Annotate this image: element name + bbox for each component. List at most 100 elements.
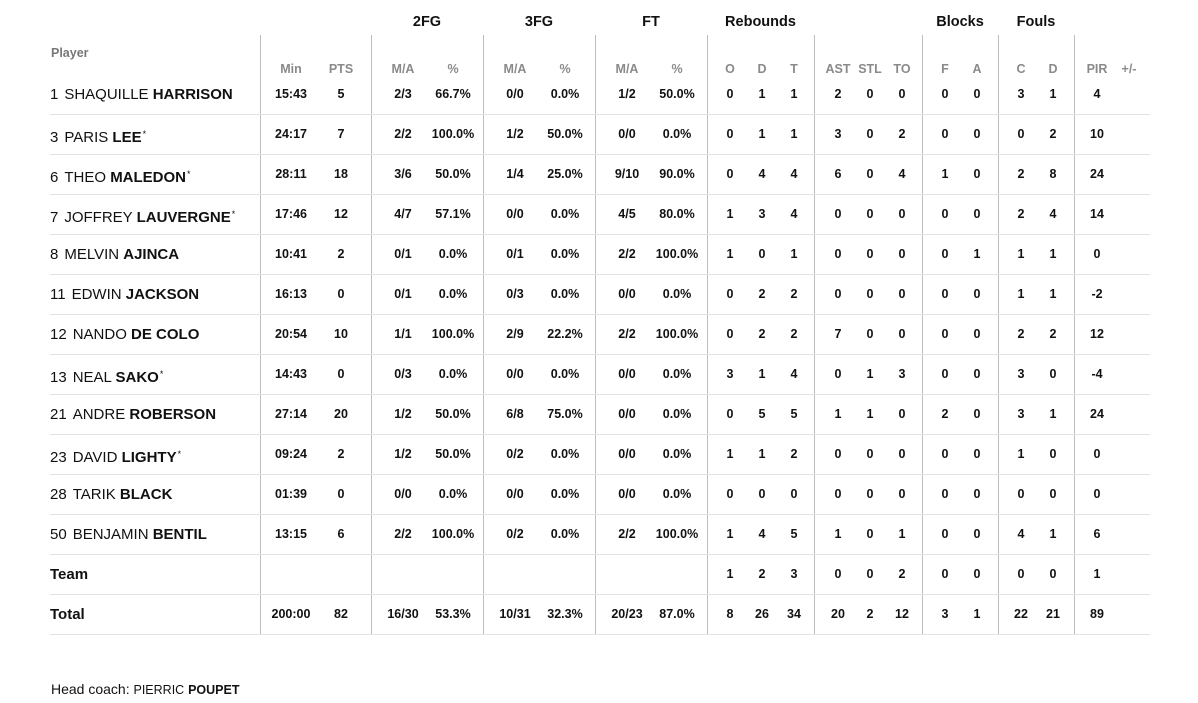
group-header-3fg: 3FG	[524, 14, 554, 30]
stat-foul-committed: 1	[1017, 287, 1025, 301]
stat-blk-favor: 0	[941, 447, 949, 461]
stat-2fg-made-attempted: 0/1	[394, 287, 412, 301]
stat-pts: 2	[337, 447, 345, 461]
stat-reb-off: 1	[726, 247, 734, 261]
stat-reb-total: 2	[790, 287, 798, 301]
group-header-rebounds: Rebounds	[725, 14, 796, 30]
player-name: 12 NANDO DE COLO	[50, 315, 199, 354]
stat-foul-drawn: 1	[1049, 407, 1057, 421]
stat-ast: 3	[834, 127, 842, 141]
stat-2fg-pct: 100.0%	[431, 327, 475, 341]
column-divider	[260, 35, 261, 635]
stat-2fg-pct: 0.0%	[438, 487, 468, 501]
column-header-2fg-pct: %	[447, 62, 459, 76]
stat-stl: 0	[866, 247, 874, 261]
stat-stl: 0	[866, 447, 874, 461]
stat-3fg-pct: 32.3%	[547, 607, 583, 621]
stat-stl: 2	[866, 607, 874, 621]
stat-reb-total: 3	[790, 567, 798, 581]
column-divider	[1074, 35, 1075, 635]
stat-ft-pct: 0.0%	[662, 367, 692, 381]
stat-reb-def: 0	[758, 487, 766, 501]
stat-ft-pct: 100.0%	[655, 247, 699, 261]
stat-2fg-pct: 0.0%	[438, 247, 468, 261]
stat-2fg-pct: 0.0%	[438, 287, 468, 301]
stat-pir: 0	[1093, 247, 1101, 261]
stat-pir: 89	[1090, 607, 1104, 621]
stat-ft-pct: 0.0%	[662, 407, 692, 421]
stat-to: 0	[898, 207, 906, 221]
column-header-blk-favor: F	[941, 62, 949, 76]
player-row: 28 TARIK BLACK 01:39 0 0/0 0.0% 0/0 0.0% 0/0 0.0%…	[50, 475, 1150, 515]
stat-ft-made-attempted: 0/0	[618, 127, 636, 141]
player-name: 11 EDWIN JACKSON	[50, 275, 199, 314]
stat-to: 3	[898, 367, 906, 381]
stat-blk-against: 0	[973, 487, 981, 501]
stat-stl: 0	[866, 287, 874, 301]
player-number: 1	[50, 86, 59, 103]
player-first-name: TARIK	[72, 486, 116, 503]
column-divider	[483, 35, 484, 635]
stat-blk-favor: 0	[941, 127, 949, 141]
stat-blk-against: 0	[973, 527, 981, 541]
stat-ft-made-attempted: 0/0	[618, 407, 636, 421]
stat-2fg-made-attempted: 1/1	[394, 327, 412, 341]
stat-min: 14:43	[275, 367, 307, 381]
player-number: 11	[50, 286, 66, 303]
stat-2fg-pct: 57.1%	[435, 207, 471, 221]
player-number: 12	[50, 326, 67, 343]
stat-stl: 0	[866, 327, 874, 341]
stat-blk-against: 0	[973, 207, 981, 221]
stat-2fg-made-attempted: 2/2	[394, 527, 412, 541]
stat-foul-drawn: 21	[1046, 607, 1060, 621]
stat-reb-off: 0	[726, 407, 734, 421]
player-number: 6	[50, 169, 59, 186]
stats-table-body: 1 SHAQUILLE HARRISON 15:43 5 2/3 66.7% 0/0 0.0%…	[50, 75, 1150, 635]
stat-3fg-made-attempted: 0/2	[506, 447, 524, 461]
stat-blk-favor: 3	[941, 607, 949, 621]
column-header-pir: PIR	[1086, 62, 1108, 76]
player-name: 13 NEAL SAKO*	[50, 355, 163, 397]
stat-blk-against: 0	[973, 447, 981, 461]
stat-ft-made-attempted: 0/0	[618, 447, 636, 461]
stat-2fg-pct: 0.0%	[438, 367, 468, 381]
stat-blk-favor: 0	[941, 87, 949, 101]
stat-reb-total: 1	[790, 87, 798, 101]
player-number: 23	[50, 449, 67, 466]
stat-reb-total: 5	[790, 527, 798, 541]
stat-3fg-pct: 25.0%	[547, 167, 583, 181]
stat-to: 0	[898, 487, 906, 501]
stat-to: 2	[898, 127, 906, 141]
stat-reb-total: 34	[787, 607, 801, 621]
stat-min: 10:41	[275, 247, 307, 261]
stat-blk-against: 1	[973, 247, 981, 261]
stat-3fg-made-attempted: 1/2	[506, 127, 524, 141]
stat-reb-off: 0	[726, 327, 734, 341]
column-header-blk-against: A	[972, 62, 982, 76]
stat-blk-favor: 0	[941, 327, 949, 341]
starter-marker: *	[177, 449, 182, 459]
stat-ast: 2	[834, 87, 842, 101]
stat-3fg-made-attempted: 0/0	[506, 487, 524, 501]
stat-ft-pct: 0.0%	[662, 287, 692, 301]
player-first-name: ANDRE	[72, 406, 126, 423]
stat-to: 0	[898, 247, 906, 261]
player-first-name: BENJAMIN	[72, 526, 149, 543]
stat-reb-def: 2	[758, 567, 766, 581]
player-last-name: LEE	[112, 129, 142, 146]
stat-ast: 0	[834, 367, 842, 381]
stat-reb-def: 1	[758, 367, 766, 381]
stat-ft-pct: 50.0%	[659, 87, 695, 101]
stat-ast: 20	[831, 607, 845, 621]
stat-3fg-pct: 0.0%	[550, 367, 580, 381]
player-first-name: THEO	[64, 169, 107, 186]
player-row: 21 ANDRE ROBERSON 27:14 20 1/2 50.0% 6/8 75.0% 0…	[50, 395, 1150, 435]
stat-stl: 0	[866, 527, 874, 541]
stat-ft-made-attempted: 20/23	[611, 607, 643, 621]
stat-3fg-made-attempted: 0/0	[506, 87, 524, 101]
stat-2fg-pct: 50.0%	[435, 167, 471, 181]
stat-stl: 0	[866, 487, 874, 501]
stat-2fg-pct: 50.0%	[435, 407, 471, 421]
stat-pts: 12	[334, 207, 348, 221]
stat-to: 0	[898, 287, 906, 301]
